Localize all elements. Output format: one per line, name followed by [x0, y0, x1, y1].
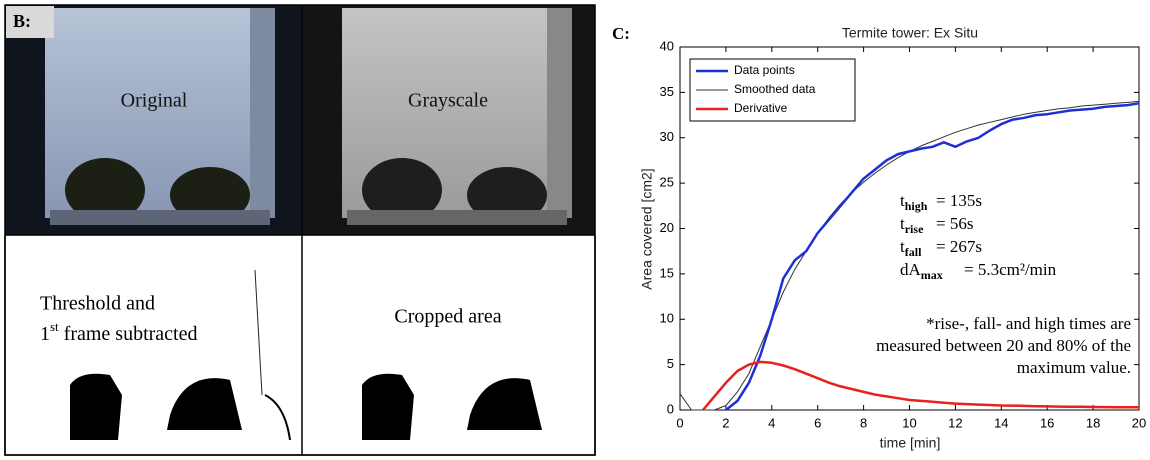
x-tick-label: 4 [768, 415, 775, 430]
chart-title: Termite tower: Ex Situ [842, 25, 978, 41]
panel-label: C: [612, 24, 630, 43]
annotation-subscript: rise [905, 222, 924, 236]
edge [254, 269, 263, 396]
image-label: Threshold and [40, 293, 155, 315]
note: measured between 20 and 80% of the [876, 336, 1131, 355]
annotation-symbol: t [900, 237, 905, 256]
y-tick-label: 10 [660, 311, 674, 326]
edge [264, 394, 291, 441]
x-tick-label: 8 [860, 415, 867, 430]
series-line [702, 360, 1139, 411]
annotation-text: = 5.3cm²/min [964, 260, 1057, 279]
tower-edge [250, 8, 275, 218]
annotation-subscript: max [921, 268, 943, 282]
annotation: trise = 56s [900, 214, 973, 236]
label-rest: frame subtracted [59, 323, 198, 345]
blob [362, 373, 414, 440]
x-tick-label: 10 [902, 415, 916, 430]
panel-b: B: Original Grayscale Threshold and 1st … [4, 4, 596, 456]
annotation: thigh = 135s [900, 191, 982, 213]
annotation-text: = 56s [936, 214, 973, 233]
ordinal: 1 [40, 323, 50, 345]
label-box [6, 6, 54, 38]
blob [362, 158, 442, 222]
blob [467, 167, 547, 223]
x-tick-label: 12 [948, 415, 962, 430]
image-label: Original [121, 90, 188, 112]
blob [170, 167, 250, 223]
annotation-text: = 267s [936, 237, 982, 256]
x-tick-label: 14 [994, 415, 1008, 430]
image-label: Cropped area [394, 306, 501, 328]
note: *rise-, fall- and high times are [926, 314, 1131, 333]
annotation-text: = 135s [936, 191, 982, 210]
annotation: tfall = 267s [900, 237, 982, 259]
annotation-symbol: t [900, 191, 905, 210]
legend-label: Smoothed data [734, 82, 816, 96]
annotation-symbol: dA [900, 260, 922, 279]
y-axis-label: Area covered [cm2] [639, 168, 655, 289]
x-tick-label: 0 [676, 415, 683, 430]
y-tick-label: 25 [660, 175, 674, 190]
x-tick-label: 16 [1040, 415, 1054, 430]
x-tick-label: 18 [1086, 415, 1100, 430]
legend-label: Data points [734, 63, 795, 77]
tower-edge [547, 8, 572, 218]
y-tick-label: 0 [667, 401, 674, 416]
image-label: Grayscale [408, 90, 488, 112]
ordinal-suffix: st [50, 319, 59, 334]
blob [467, 378, 542, 430]
panel-label: B: [13, 11, 31, 31]
blob [167, 378, 242, 430]
y-tick-label: 15 [660, 265, 674, 280]
y-tick-label: 5 [667, 356, 674, 371]
annotation: dAmax = 5.3cm²/min [900, 260, 1057, 282]
annotation-subscript: fall [905, 245, 922, 259]
x-tick-label: 2 [722, 415, 729, 430]
y-tick-label: 35 [660, 84, 674, 99]
annotation-symbol: t [900, 214, 905, 233]
chart: C: Termite tower: Ex Situ time [min] Are… [612, 24, 1146, 451]
x-tick-label: 6 [814, 415, 821, 430]
blob [65, 158, 145, 222]
image-label: 1st frame subtracted [40, 319, 198, 345]
base [347, 210, 567, 225]
series-line [725, 102, 1140, 411]
legend-label: Derivative [734, 101, 788, 115]
annotation-subscript: high [905, 199, 928, 213]
frame [4, 4, 596, 456]
y-tick-label: 40 [660, 38, 674, 53]
note: maximum value. [1017, 358, 1131, 377]
x-axis-label: time [min] [880, 435, 941, 451]
blob [70, 373, 122, 440]
x-tick-label: 20 [1132, 415, 1146, 430]
base [50, 210, 270, 225]
y-tick-label: 20 [660, 220, 674, 235]
y-tick-label: 30 [660, 129, 674, 144]
